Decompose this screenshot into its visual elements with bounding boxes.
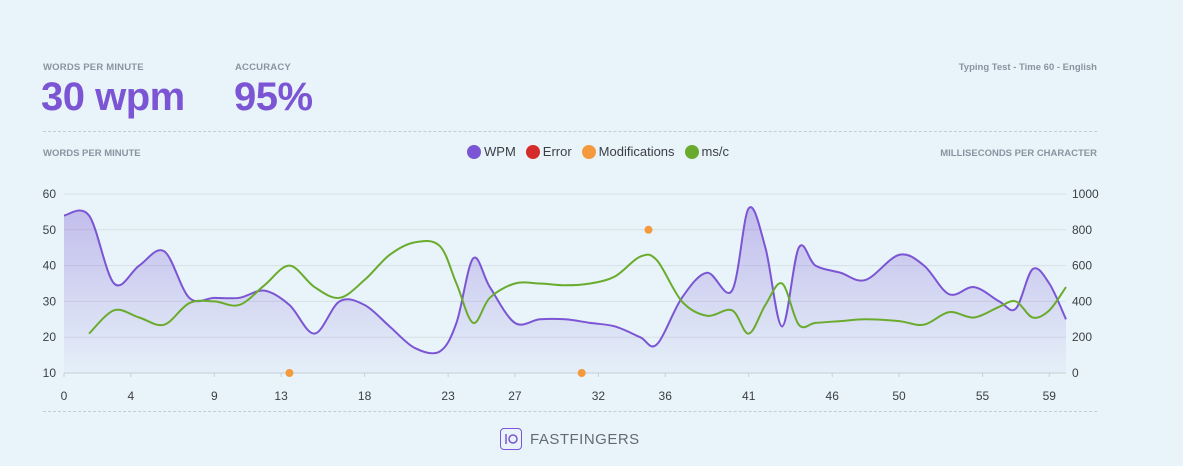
- accuracy-label: ACCURACY: [235, 62, 291, 73]
- wpm-label: WORDS PER MINUTE: [43, 62, 144, 73]
- legend-label-modifications: Modifications: [598, 144, 675, 159]
- chart-legend: WPM Error Modifications ms/c: [467, 144, 729, 159]
- top-divider: [43, 131, 1097, 132]
- footer-brand-name: FASTFINGERS: [530, 430, 640, 448]
- y-tick-label-right: 0: [1072, 366, 1079, 380]
- bottom-divider: [43, 411, 1097, 412]
- left-axis-title: WORDS PER MINUTE: [43, 148, 141, 159]
- x-tick-label: 23: [441, 389, 455, 403]
- y-tick-label-left: 60: [43, 187, 57, 201]
- right-axis-title: MILLISECONDS PER CHARACTER: [940, 148, 1097, 159]
- legend-item-wpm[interactable]: WPM: [467, 144, 516, 159]
- legend-swatch-modifications: [581, 144, 596, 159]
- x-tick-label: 27: [508, 389, 522, 403]
- x-tick-label: 9: [211, 389, 218, 403]
- legend-item-error[interactable]: Error: [525, 144, 572, 159]
- y-tick-label-right: 1000: [1072, 187, 1099, 201]
- x-tick-label: 50: [892, 389, 906, 403]
- wpm-value: 30 wpm: [41, 75, 185, 119]
- y-tick-label-right: 800: [1072, 223, 1092, 237]
- fastfingers-logo: [500, 428, 522, 450]
- y-tick-label-right: 600: [1072, 259, 1092, 273]
- x-tick-label: 59: [1043, 389, 1057, 403]
- point-modifications: [577, 369, 586, 377]
- y-tick-label-right: 400: [1072, 294, 1092, 308]
- legend-label-msc: ms/c: [701, 144, 729, 159]
- y-tick-label-right: 200: [1072, 330, 1092, 344]
- x-tick-label: 55: [976, 389, 990, 403]
- x-tick-label: 32: [592, 389, 606, 403]
- line-wpm: [63, 206, 1067, 355]
- footer-brand: FASTFINGERS: [500, 428, 640, 450]
- x-tick-label: 46: [826, 389, 840, 403]
- y-tick-label-left: 40: [43, 259, 57, 273]
- y-tick-label-left: 10: [43, 366, 57, 380]
- legend-label-error: Error: [542, 144, 572, 159]
- legend-swatch-error: [525, 144, 540, 159]
- accuracy-value: 95%: [234, 75, 313, 119]
- area-wpm: [64, 207, 1066, 373]
- legend-item-msc[interactable]: ms/c: [684, 144, 729, 159]
- legend-item-modifications[interactable]: Modifications: [581, 144, 675, 159]
- x-tick-label: 4: [127, 389, 134, 403]
- point-modifications: [285, 369, 294, 377]
- legend-label-wpm: WPM: [484, 144, 516, 159]
- point-modifications: [644, 225, 653, 234]
- x-tick-label: 13: [274, 389, 288, 403]
- test-info: Typing Test - Time 60 - English: [958, 62, 1097, 73]
- x-tick-label: 0: [61, 389, 68, 403]
- y-tick-label-left: 20: [43, 330, 57, 344]
- y-tick-label-left: 30: [43, 294, 57, 308]
- x-tick-label: 41: [742, 389, 756, 403]
- x-tick-label: 18: [358, 389, 372, 403]
- legend-swatch-msc: [684, 144, 699, 159]
- y-tick-label-left: 50: [43, 223, 57, 237]
- x-tick-label: 36: [659, 389, 673, 403]
- legend-swatch-wpm: [467, 144, 481, 159]
- line-ms-c: [88, 239, 1067, 335]
